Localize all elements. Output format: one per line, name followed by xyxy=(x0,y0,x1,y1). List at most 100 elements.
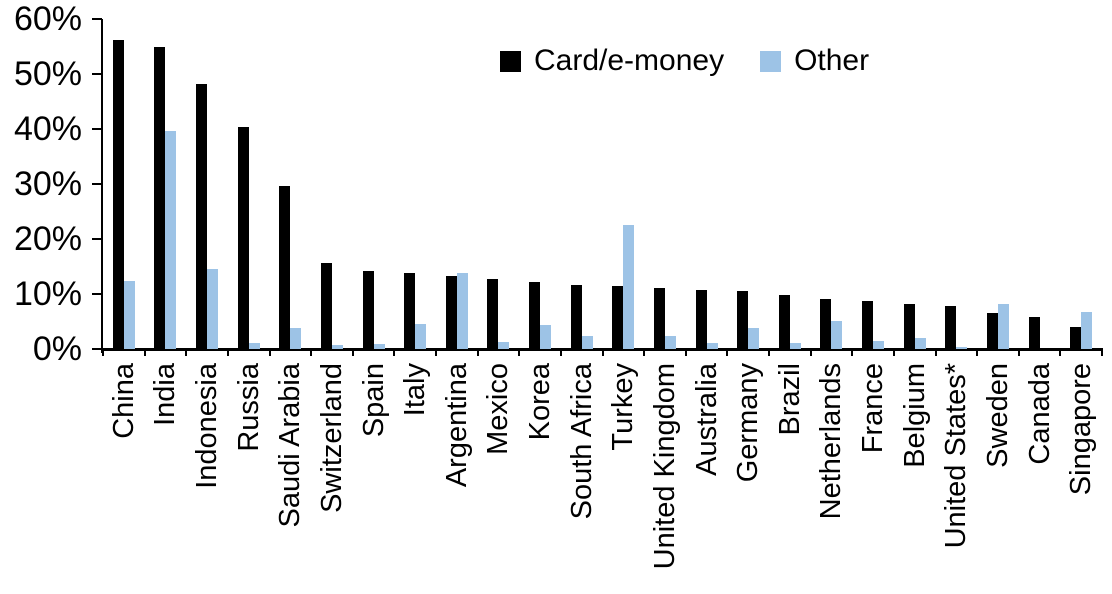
legend: Card/e-money Other xyxy=(500,44,869,78)
y-axis-tick xyxy=(92,18,102,20)
y-axis-tick xyxy=(92,293,102,295)
bar-card-e-money xyxy=(612,286,623,349)
x-axis-tick xyxy=(393,348,396,356)
x-axis-category-label: Belgium xyxy=(899,363,931,468)
y-axis-tick-label: 20% xyxy=(13,220,82,258)
x-axis-category-label: France xyxy=(857,363,889,454)
x-axis-category-label: Australia xyxy=(691,363,723,476)
bar-other xyxy=(374,344,385,349)
bar-other xyxy=(249,343,260,349)
x-axis-tick xyxy=(102,348,104,356)
x-axis-category-label: Brazil xyxy=(774,363,806,436)
bar-card-e-money xyxy=(321,263,332,349)
x-axis-category-label: Italy xyxy=(399,363,431,417)
x-axis-tick xyxy=(643,348,646,356)
y-axis-tick-label: 30% xyxy=(13,165,82,203)
bar-other xyxy=(165,131,176,349)
y-axis-tick xyxy=(92,128,102,130)
bar-other xyxy=(1081,312,1092,349)
x-axis-tick xyxy=(1017,348,1020,356)
x-axis-tick xyxy=(559,348,562,356)
bar-card-e-money xyxy=(1070,327,1081,349)
bar-other xyxy=(415,324,426,349)
bar-other xyxy=(707,343,718,349)
x-axis-tick xyxy=(892,348,895,356)
legend-label-card: Card/e-money xyxy=(534,44,725,77)
bar-other xyxy=(915,338,926,349)
bar-other xyxy=(873,341,884,349)
x-axis-category-label: Spain xyxy=(358,363,390,438)
bar-card-e-money xyxy=(196,84,207,349)
bar-other xyxy=(207,269,218,349)
x-axis-category-label: Russia xyxy=(233,363,265,452)
x-axis-category-label: India xyxy=(149,363,181,426)
bar-card-e-money xyxy=(363,271,374,349)
x-axis-category-label: Singapore xyxy=(1065,363,1097,496)
x-axis-tick xyxy=(435,348,437,356)
x-axis-tick xyxy=(518,348,521,356)
bar-card-e-money xyxy=(1029,317,1040,349)
y-axis-tick-label: 40% xyxy=(13,110,82,148)
x-axis-tick xyxy=(310,348,313,356)
x-axis-category-label: Korea xyxy=(524,363,556,441)
bar-card-e-money xyxy=(487,279,498,349)
bar-card-e-money xyxy=(279,186,290,349)
x-axis-category-label: China xyxy=(108,363,140,439)
x-axis-category-label: Argentina xyxy=(441,363,473,488)
bar-other xyxy=(124,281,135,349)
legend-item-card: Card/e-money xyxy=(500,44,724,78)
x-axis-tick xyxy=(768,348,770,356)
bar-card-e-money xyxy=(945,306,956,349)
x-axis-tick xyxy=(976,348,979,356)
x-axis-tick xyxy=(143,348,146,356)
bar-other xyxy=(998,304,1009,349)
bar-other xyxy=(956,347,967,349)
x-axis-tick xyxy=(476,348,479,356)
bar-other xyxy=(582,336,593,349)
x-axis-category-label: Netherlands xyxy=(815,363,847,520)
x-axis-tick xyxy=(934,348,937,356)
x-axis-category-label: Switzerland xyxy=(316,363,348,513)
x-axis-tick xyxy=(1101,348,1103,356)
x-axis-tick xyxy=(809,348,812,356)
bar-other xyxy=(332,345,343,349)
y-axis-tick xyxy=(92,238,102,240)
x-axis-tick xyxy=(351,348,354,356)
x-axis-tick xyxy=(185,348,188,356)
bar-card-e-money xyxy=(904,304,915,349)
y-axis-tick-label: 50% xyxy=(13,55,82,93)
bar-card-e-money xyxy=(654,288,665,349)
x-axis-category-label: Mexico xyxy=(482,363,514,455)
bar-card-e-money xyxy=(113,40,124,349)
x-axis-tick xyxy=(601,348,604,356)
bar-card-e-money xyxy=(820,299,831,349)
x-axis-category-label: Germany xyxy=(732,363,764,483)
other-series-swatch-icon xyxy=(760,50,782,72)
bar-card-e-money xyxy=(862,301,873,349)
x-axis-tick xyxy=(226,348,229,356)
bar-other xyxy=(623,225,634,349)
x-axis-tick xyxy=(684,348,687,356)
bar-card-e-money xyxy=(446,276,457,349)
x-axis-category-label: Sweden xyxy=(982,363,1014,468)
y-axis-tick-label: 60% xyxy=(13,0,82,38)
y-axis-line xyxy=(101,19,103,353)
y-axis-tick xyxy=(92,73,102,75)
bar-other xyxy=(748,328,759,349)
y-axis-tick xyxy=(92,348,102,350)
legend-item-other: Other xyxy=(760,44,869,78)
bar-card-e-money xyxy=(154,47,165,349)
bar-other xyxy=(831,321,842,349)
bar-other xyxy=(665,336,676,349)
bar-other xyxy=(290,328,301,349)
bar-card-e-money xyxy=(404,273,415,349)
bar-other xyxy=(790,343,801,349)
x-axis-category-label: South Africa xyxy=(566,363,598,520)
x-axis-category-label: Turkey xyxy=(607,363,639,451)
x-axis-category-label: Saudi Arabia xyxy=(274,363,306,528)
bar-card-e-money xyxy=(987,313,998,349)
card-series-swatch-icon xyxy=(500,50,521,72)
bar-card-e-money xyxy=(529,282,540,349)
bar-card-e-money xyxy=(696,290,707,349)
